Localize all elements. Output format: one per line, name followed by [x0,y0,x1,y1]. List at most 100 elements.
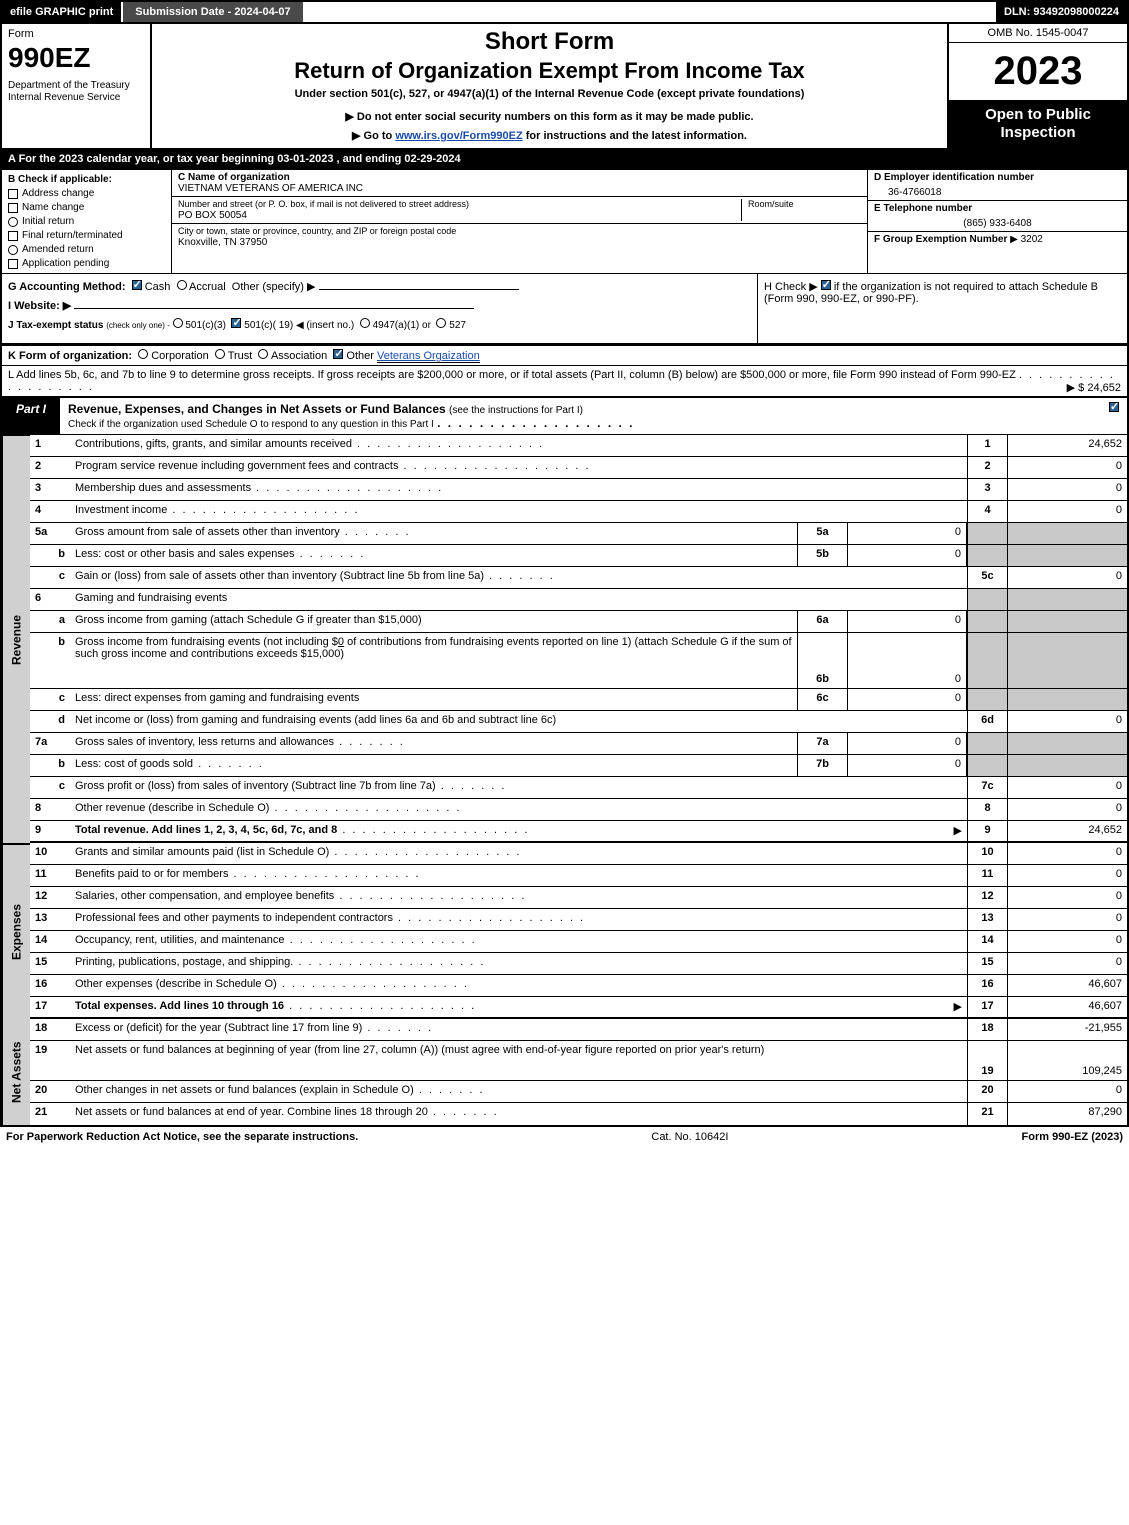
ln19-ref: 19 [981,1065,993,1077]
line-7b: b Less: cost of goods sold 7b 0 [30,755,1127,777]
ln7b-iref: 7b [797,755,847,776]
ln4-desc: Investment income [70,501,967,522]
ein-label: D Employer identification number [868,170,1127,185]
part1-checkbox[interactable] [1101,398,1127,434]
part1-title-sub: (see the instructions for Part I) [449,405,583,416]
shaded-cell [967,689,1007,710]
other-specify-field[interactable] [319,289,519,290]
line-5a: 5a Gross amount from sale of assets othe… [30,523,1127,545]
radio-501c3[interactable] [173,318,183,328]
form-number: 990EZ [8,42,144,74]
line-g: G Accounting Method: Cash Accrual Other … [8,280,751,293]
radio-accrual[interactable] [177,280,187,290]
checkbox-icon[interactable] [8,259,18,269]
k-other: Other [346,350,374,362]
ln20-ref: 20 [967,1081,1007,1102]
chk-final-return[interactable]: Final return/terminated [8,230,165,241]
checkbox-icon[interactable] [8,231,18,241]
city-value: Knoxville, TN 37950 [178,237,267,248]
shaded-cell [967,523,1007,544]
title-subtitle: Under section 501(c), 527, or 4947(a)(1)… [162,88,937,100]
department-label: Department of the Treasury Internal Reve… [8,80,144,104]
k-other-value[interactable]: Veterans Orgaization [377,350,480,363]
ln5a-desc: Gross amount from sale of assets other t… [70,523,797,544]
line-6a: a Gross income from gaming (attach Sched… [30,611,1127,633]
radio-4947[interactable] [360,318,370,328]
ln6b-ival: 0 [847,633,967,688]
checkbox-cash-checked[interactable] [132,280,142,290]
ln13-val: 0 [1007,909,1127,930]
ln21-desc: Net assets or fund balances at end of ye… [70,1103,967,1125]
k-label: K Form of organization: [8,350,132,362]
chk-amended-return[interactable]: Amended return [8,244,165,255]
irs-link[interactable]: www.irs.gov/Form990EZ [395,130,522,142]
line-j: J Tax-exempt status (check only one) - 5… [8,318,751,331]
ln19-desc: Net assets or fund balances at beginning… [70,1041,967,1080]
radio-trust[interactable] [215,349,225,359]
form-label: Form [8,28,144,40]
org-name-value: VIETNAM VETERANS OF AMERICA INC [178,183,363,194]
checkbox-other-checked[interactable] [333,349,343,359]
arrow-icon [954,1000,962,1013]
checkbox-checked-icon[interactable] [1109,402,1119,412]
k-trust: Trust [228,350,253,362]
ln1-ref: 1 [967,435,1007,456]
chk-name-change[interactable]: Name change [8,202,165,213]
efile-print-label[interactable]: efile GRAPHIC print [2,2,121,22]
k-assoc: Association [271,350,327,362]
shaded-cell [1007,689,1127,710]
header-left: Form 990EZ Department of the Treasury In… [2,24,152,148]
chk-address-change[interactable]: Address change [8,188,165,199]
section-c: C Name of organization VIETNAM VETERANS … [172,170,867,273]
website-field[interactable] [74,308,474,309]
chk-label: Address change [22,188,94,199]
ln6d-desc: Net income or (loss) from gaming and fun… [70,711,967,732]
ln5c-ref: 5c [967,567,1007,588]
ln17-desc: Total expenses. Add lines 10 through 16 [70,997,967,1017]
ln3-desc: Membership dues and assessments [70,479,967,500]
part1-check-line: Check if the organization used Schedule … [68,419,434,430]
ln20-desc: Other changes in net assets or fund bala… [70,1081,967,1102]
side-label-netassets: Net Assets [2,1019,30,1125]
radio-icon[interactable] [8,245,18,255]
radio-icon[interactable] [8,217,18,227]
checkbox-icon[interactable] [8,203,18,213]
line-9: 9 Total revenue. Add lines 1, 2, 3, 4, 5… [30,821,1127,843]
address-cell: Number and street (or P. O. box, if mail… [172,197,867,224]
j-label: J Tax-exempt status [8,320,103,331]
chk-label: Application pending [22,258,109,269]
side-label-expenses: Expenses [2,843,30,1019]
open-to-public-badge: Open to Public Inspection [949,100,1127,148]
shaded-cell [1007,733,1127,754]
j-4947: 4947(a)(1) or [373,320,431,331]
ln20-val: 0 [1007,1081,1127,1102]
dots [284,1000,476,1012]
checkbox-h-checked[interactable] [821,280,831,290]
ln11-ref: 11 [967,865,1007,886]
ln16-val: 46,607 [1007,975,1127,996]
checkbox-501c-checked[interactable] [231,318,241,328]
ln10-ref: 10 [967,843,1007,864]
radio-527[interactable] [436,318,446,328]
ln4-ref: 4 [967,501,1007,522]
radio-corp[interactable] [138,349,148,359]
radio-assoc[interactable] [258,349,268,359]
ln6d-val: 0 [1007,711,1127,732]
link-suffix: for instructions and the latest informat… [523,130,747,142]
shaded-cell [1007,611,1127,632]
ln6b-desc: Gross income from fundraising events (no… [70,633,797,688]
ln18-desc: Excess or (deficit) for the year (Subtra… [70,1019,967,1040]
checkbox-icon[interactable] [8,189,18,199]
ln1-desc: Contributions, gifts, grants, and simila… [70,435,967,456]
l-value: ▶ $ 24,652 [1067,381,1121,394]
main-title: Return of Organization Exempt From Incom… [162,58,937,84]
city-label: City or town, state or province, country… [178,226,456,236]
grp-label: F Group Exemption Number [874,234,1007,245]
address-value: PO BOX 50054 [178,210,247,221]
chk-initial-return[interactable]: Initial return [8,216,165,227]
ghij-left: G Accounting Method: Cash Accrual Other … [2,274,757,343]
shaded-cell [967,733,1007,754]
ln5b-iref: 5b [797,545,847,566]
top-bar: efile GRAPHIC print Submission Date - 20… [0,0,1129,24]
chk-application-pending[interactable]: Application pending [8,258,165,269]
